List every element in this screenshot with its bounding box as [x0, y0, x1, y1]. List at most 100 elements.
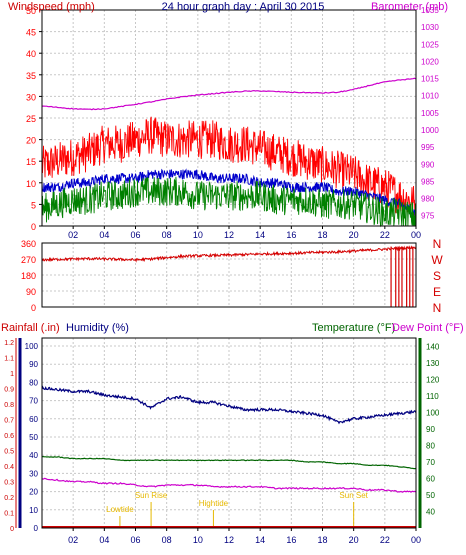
x-tick-label: 14: [255, 535, 265, 545]
y-tick-label: 140: [426, 342, 440, 351]
humidity-line: [41, 385, 417, 425]
x-tick-label: 10: [193, 230, 203, 240]
y-tick-label: 180: [21, 271, 36, 281]
climate-series: [41, 385, 417, 528]
y-tick-label: 90: [426, 425, 435, 434]
y-tick-label: 70: [29, 397, 38, 406]
windspeed-label: Windspeed (mph): [8, 1, 95, 13]
wind-y-axis-left: 0 5 10 15 20 25 30 35 40 45 50: [26, 6, 42, 232]
y-tick-label: 0.7: [4, 418, 14, 425]
y-tick-label: 10: [29, 506, 38, 515]
y-tick-label: 20: [29, 488, 38, 497]
y-tick-label: 985: [421, 177, 435, 186]
y-tick-label: 50: [26, 6, 36, 16]
y-tick-label: 990: [421, 160, 435, 169]
y-tick-label: 30: [29, 469, 38, 478]
y-tick-label: 30: [26, 92, 36, 102]
rainfall-label: Rainfall (.in): [1, 322, 60, 334]
annotation-label: Sun Rise: [135, 491, 168, 500]
y-tick-label: 360: [21, 239, 36, 249]
y-tick-label: 0.9: [4, 387, 14, 394]
y-tick-label: 0: [10, 526, 14, 533]
x-tick-label: 20: [349, 230, 359, 240]
y-tick-label: 1005: [421, 109, 439, 118]
y-tick-label: 50: [29, 433, 38, 442]
x-tick-label: 18: [317, 535, 327, 545]
x-tick-label: 20: [349, 535, 359, 545]
y-tick-label: 110: [426, 392, 439, 401]
y-tick-label: 1030: [421, 23, 439, 32]
compass-letter: W: [431, 253, 443, 267]
y-tick-label: 1010: [421, 92, 439, 101]
y-tick-label: 995: [421, 143, 435, 152]
y-tick-label: 0.8: [4, 402, 14, 409]
y-tick-label: 50: [426, 491, 435, 500]
y-tick-label: 0: [34, 524, 39, 533]
y-tick-label: 40: [29, 451, 38, 460]
x-tick-label: 02: [68, 535, 78, 545]
x-tick-label: 06: [130, 535, 140, 545]
wind-x-axis: 02 04 06 08 10 12 14 16 18 20 22 00: [68, 226, 421, 240]
y-tick-label: 1015: [421, 75, 439, 84]
y-tick-label: 0.3: [4, 480, 14, 487]
y-tick-label: 90: [29, 360, 38, 369]
y-tick-label: 130: [426, 359, 440, 368]
temperature-label: Temperature (°F): [312, 322, 395, 334]
barometer-label: Barometer (mb): [371, 1, 448, 13]
y-tick-label: 90: [26, 287, 36, 297]
y-tick-label: 40: [26, 49, 36, 59]
x-tick-label: 22: [380, 535, 390, 545]
windspeed-average-line: [41, 168, 417, 216]
x-tick-label: 02: [68, 230, 78, 240]
dewpoint-line: [41, 477, 417, 493]
compass-letter: E: [433, 285, 441, 299]
compass-letter: N: [433, 301, 442, 315]
barometer-line: [42, 77, 417, 111]
x-tick-label: 00: [411, 230, 421, 240]
x-tick-label: 06: [130, 230, 140, 240]
x-tick-label: 22: [380, 230, 390, 240]
y-tick-label: 1: [10, 371, 14, 378]
y-tick-label: 100: [25, 342, 39, 351]
y-tick-label: 1.2: [4, 340, 14, 347]
x-tick-label: 16: [286, 230, 296, 240]
humidity-label: Humidity (%): [66, 322, 129, 334]
y-tick-label: 980: [421, 195, 435, 204]
x-tick-label: 18: [317, 230, 327, 240]
temperature-line: [41, 455, 417, 470]
y-tick-label: 975: [421, 212, 435, 221]
y-tick-label: 5: [31, 200, 36, 210]
y-tick-label: 1020: [421, 57, 439, 66]
y-tick-label: 0.2: [4, 495, 14, 502]
y-tick-label: 60: [426, 474, 435, 483]
y-tick-label: 0.1: [4, 511, 14, 518]
y-tick-label: 1.1: [4, 356, 14, 363]
y-tick-label: 40: [426, 507, 435, 516]
x-tick-label: 00: [411, 535, 421, 545]
x-tick-label: 10: [193, 535, 203, 545]
direction-series: [41, 245, 417, 307]
annotation-label: Sun Set: [339, 491, 368, 500]
y-tick-label: 0.5: [4, 449, 14, 456]
y-tick-label: 270: [21, 255, 36, 265]
y-tick-label: 45: [26, 28, 36, 38]
rainfall-y-axis: 0 0.1 0.2 0.3 0.4 0.5 0.6 0.7 0.8 0.9 1 1.1 1.2: [4, 338, 17, 533]
x-tick-label: 12: [224, 230, 234, 240]
y-tick-label: 70: [426, 458, 435, 467]
y-tick-label: 100: [426, 408, 440, 417]
y-tick-label: 0.4: [4, 464, 14, 471]
y-tick-label: 80: [426, 441, 435, 450]
y-tick-label: 25: [26, 114, 36, 124]
compass-letter: S: [433, 269, 441, 283]
y-tick-label: 20: [26, 136, 36, 146]
humidity-y-axis: 0 10 20 30 40 50 60 70 80 90 100: [18, 338, 39, 533]
wind-series: [41, 77, 417, 228]
annotation-label: Hightide: [199, 499, 229, 508]
y-tick-label: 15: [26, 157, 36, 167]
y-tick-label: 0.6: [4, 433, 14, 440]
